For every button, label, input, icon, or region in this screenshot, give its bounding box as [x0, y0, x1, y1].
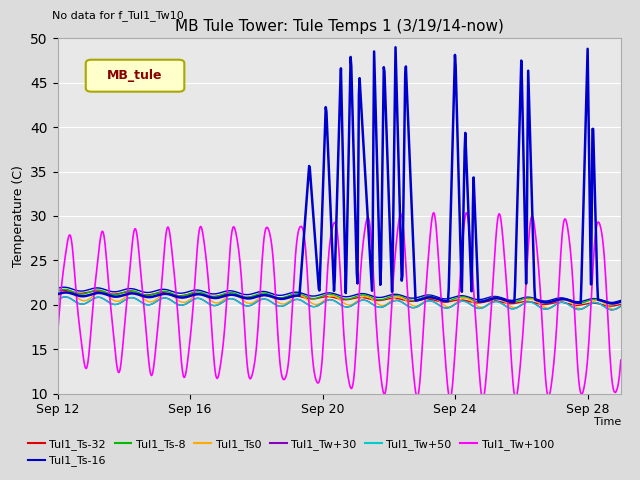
Tul1_Ts-8: [168, 291, 176, 297]
Text: Time: Time: [593, 417, 621, 427]
Tul1_Tw+30: [61, 294, 69, 300]
Tul1_Tw+30: [118, 299, 126, 304]
Tul1_Ts0: [118, 296, 126, 302]
Tul1_Ts-8: [608, 301, 616, 307]
Tul1_Tw+100: [346, 380, 353, 386]
Tul1_Ts0: [168, 293, 176, 299]
Text: MB_tule: MB_tule: [107, 69, 163, 82]
Tul1_Ts0: [485, 301, 493, 307]
Tul1_Tw+50: [54, 297, 61, 303]
Tul1_Ts0: [131, 290, 138, 296]
Tul1_Tw+100: [168, 245, 175, 251]
Tul1_Ts0: [54, 294, 61, 300]
FancyBboxPatch shape: [86, 60, 184, 92]
Tul1_Ts-16: [346, 293, 354, 299]
Tul1_Tw+50: [61, 294, 69, 300]
Tul1_Tw+30: [168, 298, 176, 304]
Tul1_Tw+100: [118, 353, 125, 359]
Tul1_Tw+30: [394, 298, 401, 303]
Tul1_Tw+50: [608, 307, 616, 313]
Tul1_Tw+50: [394, 298, 401, 303]
Tul1_Ts-32: [59, 288, 67, 293]
Tul1_Ts-32: [131, 289, 138, 295]
Tul1_Tw+100: [429, 210, 437, 216]
Tul1_Tw+100: [393, 234, 401, 240]
Tul1_Ts-8: [394, 293, 401, 299]
Tul1_Tw+30: [617, 303, 625, 309]
Tul1_Ts-16: [394, 291, 401, 297]
Tul1_Tw+50: [617, 303, 625, 309]
Line: Tul1_Tw+50: Tul1_Tw+50: [58, 297, 621, 310]
Tul1_Ts0: [610, 306, 618, 312]
Tul1_Tw+50: [346, 303, 354, 309]
Tul1_Ts0: [394, 294, 401, 300]
Tul1_Ts-16: [485, 295, 493, 300]
Tul1_Ts-8: [485, 296, 493, 302]
Tul1_Ts-8: [617, 299, 625, 304]
Tul1_Ts0: [63, 289, 71, 295]
Tul1_Ts-16: [54, 286, 61, 291]
Line: Tul1_Ts-32: Tul1_Ts-32: [58, 290, 621, 306]
Tul1_Tw+30: [131, 295, 138, 301]
Tul1_Ts-16: [168, 288, 176, 294]
Tul1_Ts-32: [118, 290, 126, 296]
Tul1_Ts0: [617, 303, 625, 309]
Tul1_Ts-8: [346, 296, 354, 301]
Y-axis label: Temperature (C): Temperature (C): [12, 165, 25, 267]
Tul1_Tw+30: [54, 297, 61, 303]
Legend: Tul1_Ts-32, Tul1_Ts-16, Tul1_Ts-8, Tul1_Ts0, Tul1_Tw+30, Tul1_Tw+50, Tul1_Tw+100: Tul1_Ts-32, Tul1_Ts-16, Tul1_Ts-8, Tul1_…: [24, 435, 558, 471]
Line: Tul1_Ts-16: Tul1_Ts-16: [58, 287, 621, 302]
Tul1_Ts-8: [118, 290, 126, 296]
Tul1_Tw+30: [608, 307, 616, 313]
Tul1_Ts0: [346, 302, 354, 308]
Tul1_Ts-16: [607, 300, 615, 305]
Tul1_Ts-16: [131, 286, 138, 292]
Tul1_Ts-8: [61, 287, 68, 292]
Tul1_Ts-32: [485, 298, 493, 304]
Line: Tul1_Tw+100: Tul1_Tw+100: [58, 213, 621, 399]
Tul1_Tw+100: [130, 230, 138, 236]
Tul1_Tw+30: [346, 304, 354, 310]
Tul1_Tw+50: [131, 295, 138, 301]
Line: Tul1_Tw+30: Tul1_Tw+30: [58, 297, 621, 310]
Title: MB Tule Tower: Tule Temps 1 (3/19/14-now): MB Tule Tower: Tule Temps 1 (3/19/14-now…: [175, 20, 504, 35]
Tul1_Ts-16: [617, 298, 625, 303]
Tul1_Ts-32: [54, 288, 61, 294]
Tul1_Ts-32: [617, 301, 625, 307]
Tul1_Tw+100: [617, 357, 625, 363]
Tul1_Ts-16: [118, 287, 126, 293]
Tul1_Ts-8: [131, 288, 138, 294]
Tul1_Tw+30: [485, 301, 493, 307]
Tul1_Tw+100: [54, 331, 61, 337]
Tul1_Ts-32: [168, 292, 176, 298]
Line: Tul1_Ts0: Tul1_Ts0: [58, 292, 621, 309]
Tul1_Ts-8: [54, 288, 61, 294]
Tul1_Tw+50: [485, 301, 493, 307]
Tul1_Ts-32: [346, 297, 354, 302]
Tul1_Ts-32: [394, 296, 401, 301]
Text: No data for f_Tul1_Tw10: No data for f_Tul1_Tw10: [52, 10, 184, 21]
Tul1_Tw+50: [168, 299, 176, 304]
Tul1_Ts-16: [60, 284, 68, 290]
Tul1_Tw+100: [479, 396, 486, 402]
Tul1_Ts-32: [607, 303, 614, 309]
Line: Tul1_Ts-8: Tul1_Ts-8: [58, 289, 621, 304]
Tul1_Tw+100: [486, 331, 493, 336]
Tul1_Tw+50: [118, 299, 126, 304]
